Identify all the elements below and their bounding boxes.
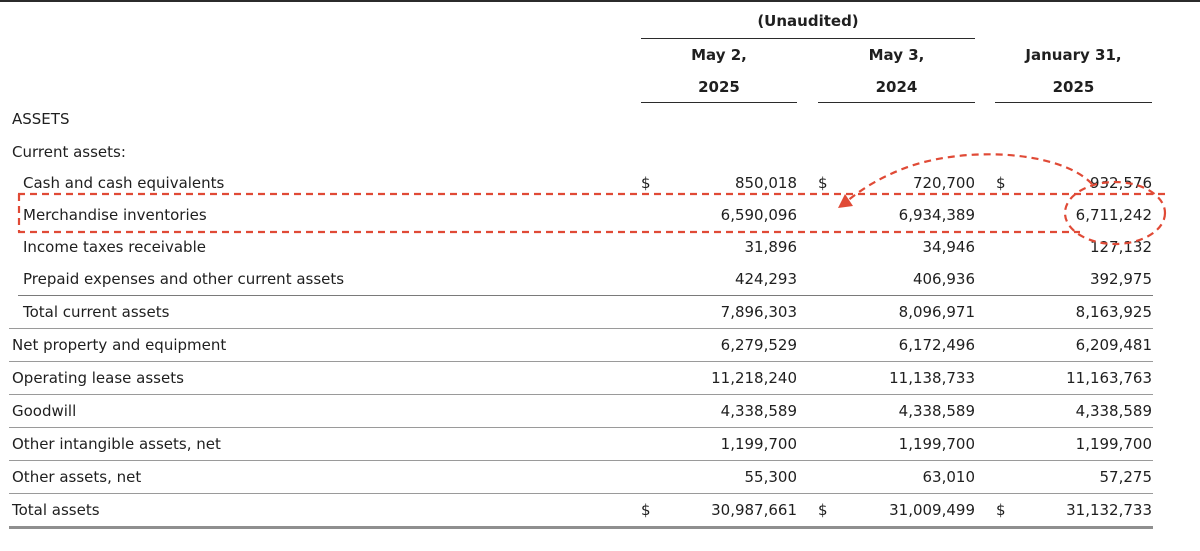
dollar-sign: $ bbox=[818, 501, 828, 519]
col-header-2-line1: May 3, bbox=[868, 46, 925, 64]
cell-total-current-col3: 8,163,925 bbox=[1075, 303, 1152, 321]
col-header-1-line2: 2025 bbox=[698, 78, 740, 96]
col-header-1-line1: May 2, bbox=[691, 46, 747, 64]
cell-lease-col3: 11,163,763 bbox=[1066, 369, 1152, 387]
row-label-net-property: Net property and equipment bbox=[12, 336, 227, 354]
row-divider bbox=[9, 460, 1153, 461]
row-label-other-intangible: Other intangible assets, net bbox=[12, 435, 221, 453]
row-divider bbox=[9, 493, 1153, 494]
cell-prepaid-col1: 424,293 bbox=[734, 270, 797, 288]
row-label-prepaid: Prepaid expenses and other current asset… bbox=[23, 270, 345, 288]
cell-inventories-col3: 6,711,242 bbox=[1075, 206, 1152, 224]
dollar-sign: $ bbox=[641, 501, 651, 519]
cell-lease-col1: 11,218,240 bbox=[711, 369, 797, 387]
cell-goodwill-col3: 4,338,589 bbox=[1075, 402, 1152, 420]
cell-total-assets-col2: 31,009,499 bbox=[889, 501, 975, 519]
cell-inventories-col2: 6,934,389 bbox=[898, 206, 975, 224]
cell-taxes-col2: 34,946 bbox=[922, 238, 976, 256]
cell-cash-col3: 932,576 bbox=[1089, 174, 1152, 192]
row-label-total-assets: Total assets bbox=[12, 501, 100, 519]
unaudited-rule bbox=[641, 38, 975, 39]
cell-prepaid-col2: 406,936 bbox=[912, 270, 975, 288]
cell-cash-col2: 720,700 bbox=[912, 174, 975, 192]
row-label-other-assets: Other assets, net bbox=[12, 468, 142, 486]
row-label-total-current-assets: Total current assets bbox=[23, 303, 170, 321]
dollar-sign: $ bbox=[996, 501, 1006, 519]
cell-inventories-col1: 6,590,096 bbox=[720, 206, 797, 224]
row-label-merchandise-inventories: Merchandise inventories bbox=[23, 206, 207, 224]
cell-other-col1: 55,300 bbox=[744, 468, 798, 486]
cell-intangible-col3: 1,199,700 bbox=[1075, 435, 1152, 453]
col-header-2-line2: 2024 bbox=[875, 78, 918, 96]
cell-goodwill-col1: 4,338,589 bbox=[720, 402, 797, 420]
row-label-goodwill: Goodwill bbox=[12, 402, 77, 420]
cell-prepaid-col3: 392,975 bbox=[1089, 270, 1152, 288]
cell-other-col2: 63,010 bbox=[922, 468, 976, 486]
row-label-operating-lease: Operating lease assets bbox=[12, 369, 184, 387]
row-label-cash: Cash and cash equivalents bbox=[23, 174, 225, 192]
cell-total-assets-col3: 31,132,733 bbox=[1066, 501, 1152, 519]
col-header-3-line1: January 31, bbox=[1025, 46, 1122, 64]
total-double-rule bbox=[9, 526, 1153, 529]
cell-intangible-col1: 1,199,700 bbox=[720, 435, 797, 453]
cell-lease-col2: 11,138,733 bbox=[889, 369, 975, 387]
col-rule-2 bbox=[818, 102, 975, 103]
cell-property-col2: 6,172,496 bbox=[898, 336, 975, 354]
row-divider bbox=[9, 394, 1153, 395]
unaudited-header: (Unaudited) bbox=[757, 12, 859, 30]
row-divider bbox=[9, 361, 1153, 362]
row-divider bbox=[18, 295, 1153, 296]
cell-total-current-col2: 8,096,971 bbox=[898, 303, 975, 321]
cell-intangible-col2: 1,199,700 bbox=[898, 435, 975, 453]
cell-cash-col1: 850,018 bbox=[734, 174, 797, 192]
section-current-assets: Current assets: bbox=[12, 143, 126, 161]
cell-other-col3: 57,275 bbox=[1099, 468, 1153, 486]
cell-property-col3: 6,209,481 bbox=[1075, 336, 1152, 354]
dollar-sign: $ bbox=[641, 174, 651, 192]
row-divider bbox=[9, 328, 1153, 329]
col-rule-3 bbox=[995, 102, 1152, 103]
cell-goodwill-col2: 4,338,589 bbox=[898, 402, 975, 420]
dollar-sign: $ bbox=[818, 174, 828, 192]
row-label-income-taxes: Income taxes receivable bbox=[23, 238, 206, 256]
col-header-3-line2: 2025 bbox=[1052, 78, 1095, 96]
cell-taxes-col1: 31,896 bbox=[744, 238, 798, 256]
section-assets: ASSETS bbox=[12, 110, 70, 128]
cell-property-col1: 6,279,529 bbox=[720, 336, 797, 354]
top-border bbox=[0, 0, 1200, 2]
cell-total-assets-col1: 30,987,661 bbox=[711, 501, 797, 519]
cell-taxes-col3: 127,132 bbox=[1089, 238, 1152, 256]
cell-total-current-col1: 7,896,303 bbox=[720, 303, 797, 321]
row-divider bbox=[9, 427, 1153, 428]
col-rule-1 bbox=[641, 102, 797, 103]
